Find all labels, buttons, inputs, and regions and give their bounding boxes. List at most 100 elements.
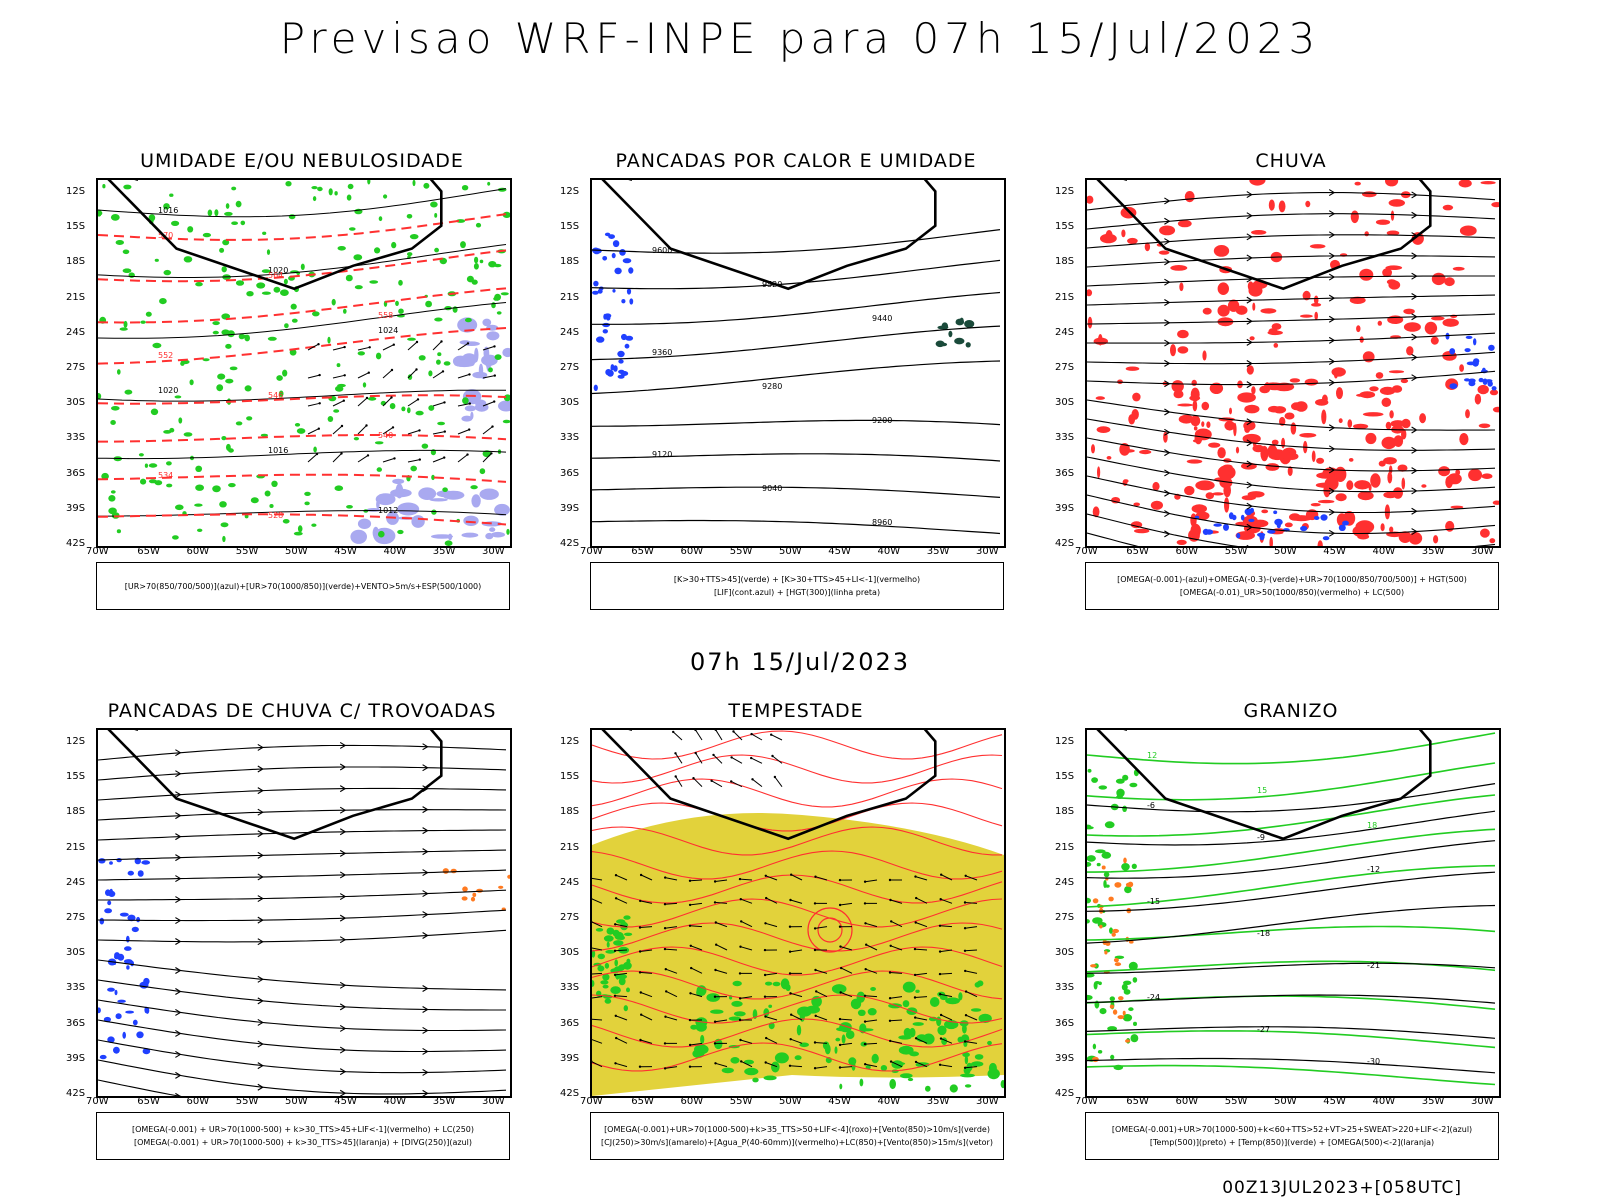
legend-box: [OMEGA(-0.001)+UR>70(1000-500)+k<60+TTS>… bbox=[1085, 1112, 1499, 1160]
legend-line: [UR>70(850/700/500)](azul)+[UR>70(1000/8… bbox=[124, 581, 482, 591]
lon-tick-label: 65W bbox=[631, 546, 654, 557]
forecast-map: 9600952094409360928092009120904089608880 bbox=[592, 180, 1001, 535]
lat-tick-label: 12S bbox=[1055, 186, 1075, 197]
panel-title: PANCADAS POR CALOR E UMIDADE bbox=[615, 150, 977, 172]
lon-tick-label: 30W bbox=[976, 546, 999, 557]
contour-label: 534 bbox=[158, 471, 173, 480]
lat-tick-label: 18S bbox=[66, 256, 86, 268]
lon-tick-label: 30W bbox=[482, 546, 505, 557]
legend-box: [K>30+TTS>45](verde) + [K>30+TTS>45+LI<-… bbox=[590, 562, 1004, 610]
lat-tick-label: 27S bbox=[560, 362, 580, 373]
lon-tick-label: 35W bbox=[1421, 1096, 1445, 1107]
lat-tick-label: 39S bbox=[66, 502, 86, 514]
contour-label: 9040 bbox=[762, 484, 782, 493]
lon-tick-label: 40W bbox=[1372, 1096, 1396, 1107]
lon-tick-label: 60W bbox=[1175, 1096, 1199, 1107]
panel-title: TEMPESTADE bbox=[728, 700, 864, 722]
contour-label: 546 bbox=[268, 391, 283, 400]
lat-tick-label: 15S bbox=[560, 221, 580, 233]
contour-label: 9120 bbox=[652, 450, 672, 459]
lon-tick-label: 50W bbox=[1274, 546, 1297, 557]
contour-label: -9 bbox=[1257, 833, 1265, 842]
lon-tick-label: 50W bbox=[285, 546, 308, 557]
lat-tick-label: 30S bbox=[560, 947, 580, 959]
lat-tick-label: 18S bbox=[560, 806, 580, 818]
lat-tick-label: 36S bbox=[1055, 467, 1075, 479]
legend-line: [Temp(500)](preto) + [Temp(850)](verde) … bbox=[1149, 1138, 1435, 1147]
contour-label: 570 bbox=[158, 231, 173, 240]
lat-tick-label: 30S bbox=[66, 397, 86, 409]
map-frame bbox=[96, 728, 512, 1098]
lon-tick-label: 65W bbox=[1126, 546, 1149, 557]
contour-label: 9440 bbox=[872, 314, 892, 323]
lon-tick-label: 65W bbox=[631, 1096, 654, 1107]
map-frame: 9600952094409360928092009120904089608880 bbox=[590, 178, 1006, 548]
map-frame: 1016 1020 1024 1020 1016 1012 570 564 558 552 546 5… bbox=[96, 178, 512, 548]
lat-tick-label: 18S bbox=[66, 806, 86, 818]
lat-tick-label: 18S bbox=[1055, 256, 1075, 268]
lon-tick-label: 70W bbox=[1075, 1096, 1098, 1107]
lon-tick-label: 45W bbox=[828, 546, 851, 557]
lat-tick-label: 36S bbox=[560, 1017, 580, 1029]
contour-label: 18 bbox=[1367, 821, 1377, 830]
lat-tick-label: 27S bbox=[560, 912, 580, 923]
lat-tick-label: 24S bbox=[560, 876, 580, 888]
lat-tick-label: 42S bbox=[1055, 538, 1075, 549]
lat-tick-label: 12S bbox=[1055, 736, 1075, 747]
lon-tick-label: 55W bbox=[729, 1096, 753, 1107]
lon-tick-label: 65W bbox=[1126, 1096, 1149, 1107]
panel-title: PANCADAS DE CHUVA C/ TROVOADAS bbox=[107, 700, 497, 722]
contour-label: 528 bbox=[268, 511, 283, 520]
lon-tick-label: 40W bbox=[383, 546, 407, 557]
legend-box: [OMEGA(-0.001) + UR>70(1000-500) + k>30_… bbox=[96, 1112, 510, 1160]
lat-tick-label: 24S bbox=[1055, 876, 1075, 888]
lat-tick-label: 39S bbox=[560, 502, 580, 514]
lon-tick-label: 50W bbox=[1274, 1096, 1297, 1107]
lat-tick-label: 42S bbox=[1055, 1088, 1075, 1099]
lon-tick-label: 40W bbox=[1372, 546, 1396, 557]
lon-tick-label: 60W bbox=[680, 1096, 704, 1107]
contour-label: 8960 bbox=[872, 518, 892, 527]
lon-tick-label: 40W bbox=[877, 546, 901, 557]
lat-tick-label: 27S bbox=[1055, 362, 1075, 373]
lon-tick-label: 40W bbox=[383, 1096, 407, 1107]
model-run-label: 00Z13JUL2023+[058UTC] bbox=[1222, 1178, 1462, 1198]
lat-tick-label: 30S bbox=[560, 397, 580, 409]
lon-tick-label: 35W bbox=[432, 1096, 456, 1107]
lat-tick-label: 21S bbox=[1055, 291, 1075, 303]
lat-tick-label: 30S bbox=[1055, 947, 1075, 959]
lat-tick-label: 27S bbox=[66, 362, 86, 373]
legend-line: [OMEGA(-0.001)+UR>70(1000-500)+k<60+TTS>… bbox=[1111, 1125, 1473, 1134]
lon-tick-label: 30W bbox=[976, 1096, 999, 1107]
lat-tick-label: 36S bbox=[1055, 1017, 1075, 1029]
main-title: Previsao WRF-INPE para 07h 15/Jul/2023 bbox=[279, 14, 1321, 63]
lat-tick-label: 36S bbox=[66, 467, 86, 479]
legend-line: [K>30+TTS>45](verde) + [K>30+TTS>45+LI<-… bbox=[673, 575, 921, 584]
legend-line: [OMEGA(-0.001) + UR>70(1000-500) + k>30_… bbox=[133, 1138, 473, 1147]
lon-tick-label: 70W bbox=[1075, 546, 1098, 557]
contour-label: -24 bbox=[1147, 993, 1160, 1002]
lon-tick-label: 50W bbox=[779, 1096, 802, 1107]
legend-box: [UR>70(850/700/500)](azul)+[UR>70(1000/8… bbox=[96, 562, 510, 610]
contour-label: -30 bbox=[1367, 1057, 1380, 1066]
lon-tick-label: 55W bbox=[1224, 1096, 1248, 1107]
contour-label: 1020 bbox=[158, 386, 178, 395]
lat-tick-label: 21S bbox=[1055, 841, 1075, 853]
map-frame bbox=[1085, 178, 1501, 548]
lon-tick-label: 55W bbox=[235, 546, 259, 557]
lon-tick-label: 70W bbox=[580, 546, 603, 557]
legend-line: [OMEGA(-0.001)-(azul)+OMEGA(-0.3)-(verde… bbox=[1117, 575, 1467, 584]
map-frame: 12 15 18 -6 -9 -12 -15 -18 -21 -24 -27 -30 bbox=[1085, 728, 1501, 1098]
contour-label: 1020 bbox=[268, 266, 288, 275]
lat-tick-label: 12S bbox=[66, 186, 86, 197]
lat-tick-label: 12S bbox=[560, 186, 580, 197]
lat-tick-label: 15S bbox=[66, 771, 86, 783]
lat-tick-label: 42S bbox=[560, 538, 580, 549]
lat-tick-label: 33S bbox=[66, 982, 86, 994]
lat-tick-label: 12S bbox=[66, 736, 86, 747]
contour-label: -21 bbox=[1367, 961, 1380, 970]
lat-tick-label: 15S bbox=[66, 221, 86, 233]
lat-tick-label: 15S bbox=[1055, 221, 1075, 233]
lon-tick-label: 50W bbox=[779, 546, 802, 557]
lat-tick-label: 18S bbox=[1055, 806, 1075, 818]
